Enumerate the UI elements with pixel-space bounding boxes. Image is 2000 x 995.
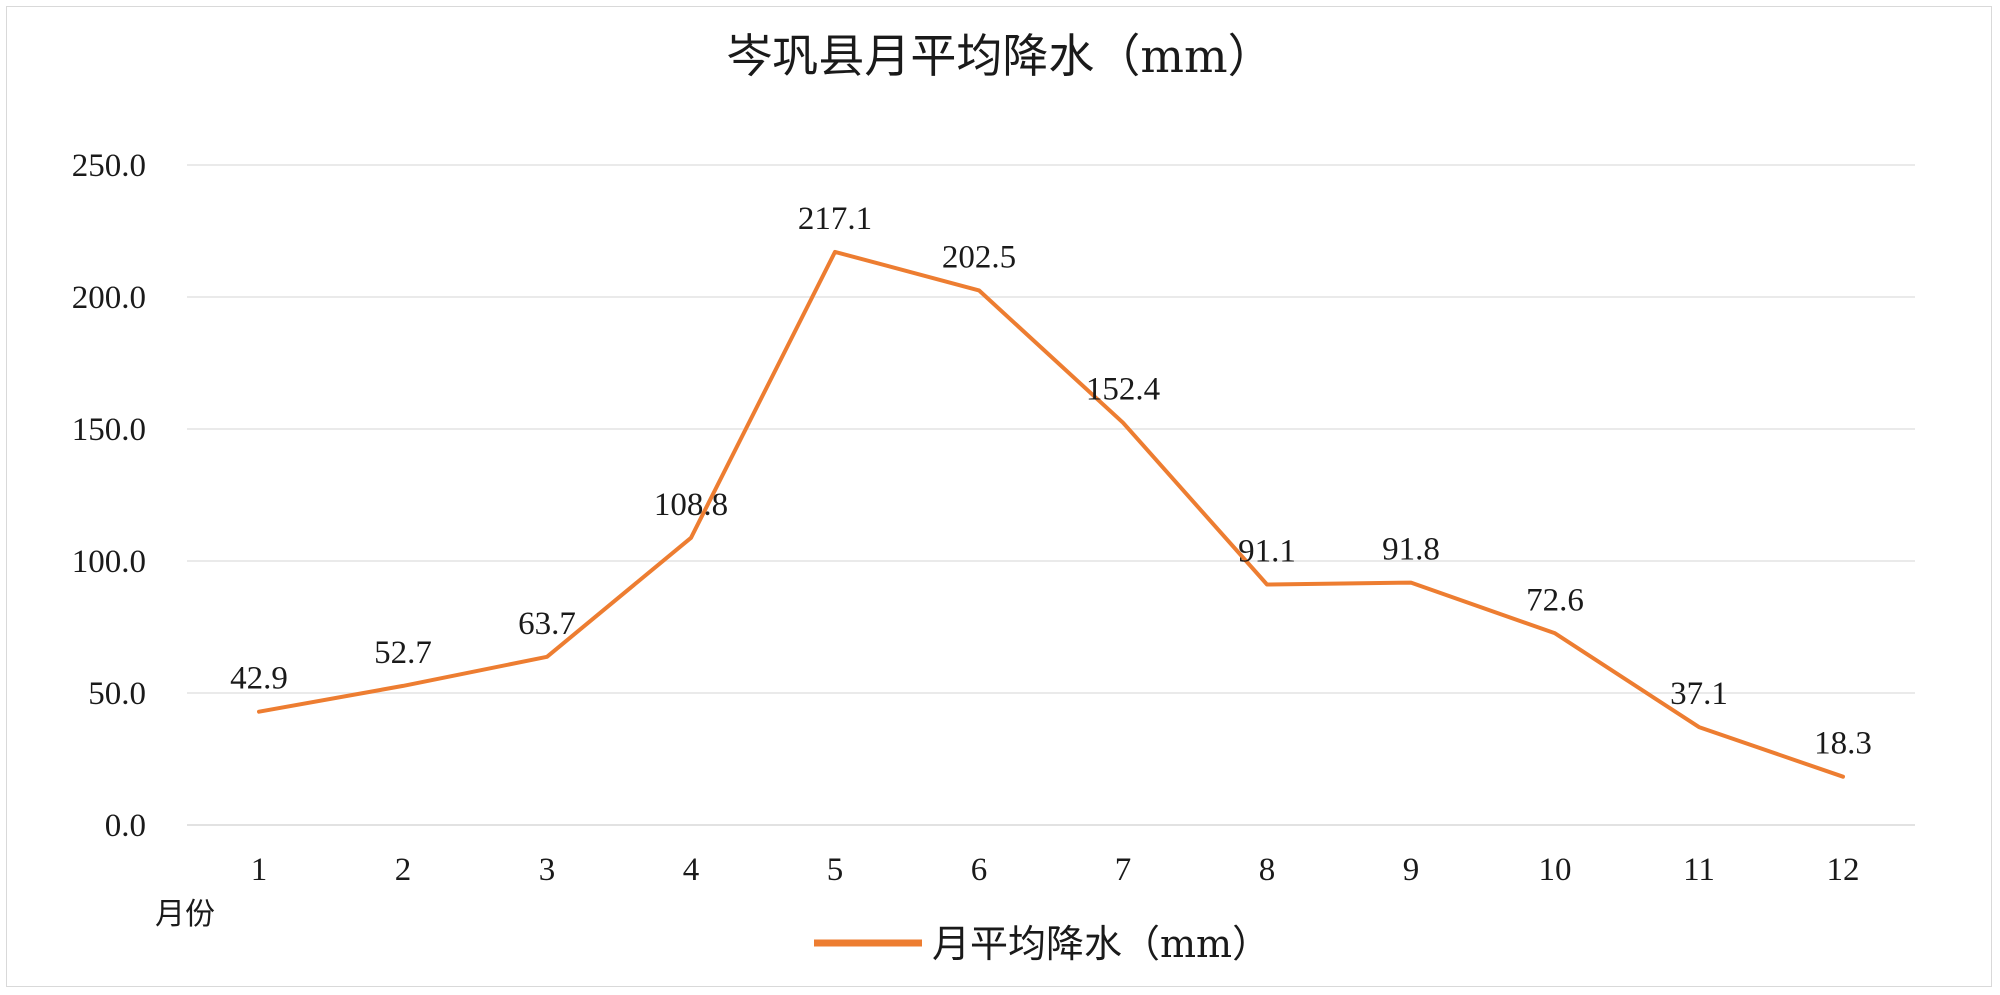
legend-label: 月平均降水（mm） (932, 922, 1270, 966)
x-tick-label: 12 (1827, 852, 1860, 888)
y-axis-tick-labels: 0.0 50.0 100.0 150.0 200.0 250.0 (72, 148, 146, 844)
x-tick-label: 7 (1115, 852, 1132, 888)
x-tick-label: 10 (1539, 852, 1572, 888)
y-tick-label: 150.0 (72, 412, 146, 448)
y-tick-label: 50.0 (88, 676, 146, 712)
x-tick-label: 1 (251, 852, 268, 888)
x-tick-label: 2 (395, 852, 412, 888)
data-label: 108.8 (654, 487, 728, 523)
x-tick-label: 3 (539, 852, 556, 888)
data-label: 37.1 (1670, 676, 1728, 712)
chart-title: 岑巩县月平均降水（mm） (726, 29, 1273, 83)
x-tick-label: 4 (683, 852, 700, 888)
data-label: 152.4 (1086, 372, 1160, 408)
data-label: 217.1 (798, 201, 872, 237)
y-tick-label: 250.0 (72, 148, 146, 184)
x-tick-label: 8 (1259, 852, 1276, 888)
series-line (257, 249, 1845, 779)
data-label: 18.3 (1814, 726, 1872, 762)
data-label: 63.7 (518, 606, 576, 642)
x-tick-label: 9 (1403, 852, 1420, 888)
y-tick-label: 0.0 (105, 808, 146, 844)
data-label: 202.5 (942, 239, 1016, 275)
data-label: 72.6 (1526, 582, 1584, 618)
y-tick-label: 200.0 (72, 280, 146, 316)
x-tick-label: 5 (827, 852, 844, 888)
legend: 月平均降水（mm） (814, 922, 1270, 966)
data-label: 91.1 (1238, 533, 1296, 569)
chart-frame (6, 6, 1992, 987)
x-tick-label: 6 (971, 852, 988, 888)
data-label: 91.8 (1382, 532, 1440, 568)
series-lines (257, 249, 1845, 779)
gridlines (187, 164, 1915, 826)
data-label: 52.7 (374, 635, 432, 671)
x-tick-label: 11 (1683, 852, 1715, 888)
data-labels: 42.9 52.7 63.7 108.8 217.1 202.5 152.4 91.1 91.8… (230, 201, 1872, 762)
y-tick-label: 100.0 (72, 544, 146, 580)
x-axis-title: 月份 (155, 897, 215, 932)
data-label: 42.9 (230, 661, 288, 697)
x-axis-tick-labels: 1 2 3 4 5 6 7 8 9 10 11 12 (251, 852, 1860, 888)
